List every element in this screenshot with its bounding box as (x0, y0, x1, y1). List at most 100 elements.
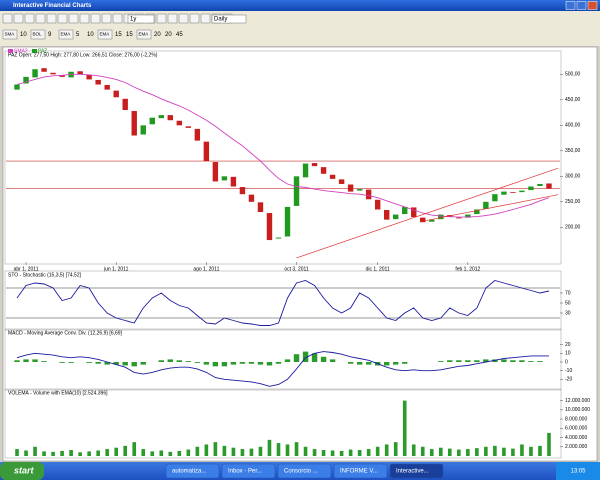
tool-button[interactable] (112, 13, 123, 24)
tool-button[interactable] (200, 13, 211, 24)
volume-bar (276, 443, 281, 456)
tray (556, 462, 600, 480)
volume-bar (321, 450, 326, 456)
maximize[interactable] (576, 1, 587, 10)
tool-button[interactable] (178, 13, 189, 24)
volume-bar (195, 446, 200, 456)
histogram-bar (230, 362, 237, 365)
y-tick-label: 8.000.000 (565, 416, 587, 422)
y-tick-label: 250,00 (565, 199, 581, 205)
tool-button[interactable] (2, 13, 13, 24)
candle (374, 199, 381, 210)
y-tick-label: 350,00 (565, 148, 581, 154)
y-tick-label: 200,00 (565, 225, 581, 231)
volume-bar (348, 449, 353, 456)
volume-bar (429, 449, 434, 456)
histogram-bar (68, 362, 74, 363)
y-tick-label: 12.000.000 (565, 398, 590, 404)
tool-button[interactable] (167, 13, 178, 24)
candle (411, 207, 417, 218)
panel-title: PAZ Open: 277,50 High: 277,80 Low: 266,5… (8, 52, 158, 58)
volume-bar (15, 449, 19, 456)
histogram-bar (266, 362, 273, 366)
candle (230, 176, 237, 187)
histogram-bar (456, 360, 462, 362)
indicator-button[interactable] (30, 29, 46, 40)
tool-button[interactable] (68, 13, 79, 24)
period-select[interactable] (127, 14, 155, 24)
panel-title: VOLEMA - Volume with EMA(10) [2.524.396] (8, 390, 108, 396)
indicator-label: 9 (48, 32, 52, 38)
y-tick-label: 450,00 (565, 97, 581, 103)
histogram-bar (320, 356, 327, 362)
histogram-bar (131, 362, 137, 367)
minimize[interactable] (565, 1, 576, 10)
volume-bar (258, 446, 263, 456)
indicator-button[interactable] (58, 29, 74, 40)
task-item[interactable] (277, 463, 332, 479)
task-item[interactable] (165, 463, 220, 479)
close[interactable] (587, 1, 598, 10)
histogram-bar (167, 359, 173, 362)
task-label: Inbox - Per... (228, 469, 262, 475)
volume-bar (285, 444, 290, 456)
candle (293, 176, 300, 206)
volume-bar (213, 442, 218, 456)
volume-bar (105, 449, 109, 456)
tool-button[interactable] (101, 13, 112, 24)
candle (338, 179, 345, 184)
y-tick-label: 500,00 (565, 72, 581, 78)
histogram-bar (122, 362, 128, 366)
indicator-label: EMA (100, 32, 110, 37)
indicator-button[interactable] (97, 29, 113, 40)
task-item[interactable] (221, 463, 276, 479)
tool-button[interactable] (13, 13, 24, 24)
volume-bar (339, 450, 344, 456)
task-item[interactable] (333, 463, 388, 479)
candle (465, 214, 471, 218)
tool-button[interactable] (35, 13, 46, 24)
tool-button[interactable] (46, 13, 57, 24)
legend-swatch (8, 49, 13, 53)
histogram-bar (510, 360, 516, 362)
volume-bar (159, 450, 164, 456)
tool-button[interactable] (156, 13, 167, 24)
tool-button[interactable] (57, 13, 68, 24)
y-tick-label: -10 (565, 368, 572, 374)
x-tick-label: dic 1, 2011 (366, 266, 390, 272)
indicator-button[interactable] (2, 29, 18, 40)
y-tick-label: 20 (565, 342, 571, 348)
task-item[interactable] (389, 463, 444, 479)
indicator-label: 45 (176, 32, 183, 38)
legend-label: PAZ (38, 48, 47, 54)
indicator-button[interactable] (136, 29, 152, 40)
candle (383, 209, 390, 220)
y-tick-label: 300,00 (565, 174, 581, 180)
window-title: Interactive Financial Charts (13, 3, 92, 9)
tool-button[interactable] (189, 13, 200, 24)
volume-bar (132, 442, 137, 456)
tool-button[interactable] (24, 13, 35, 24)
plot (15, 400, 551, 456)
x-tick-label: ago 1, 2011 (193, 266, 219, 272)
histogram-bar (32, 359, 38, 362)
volume-bar (438, 447, 443, 456)
panel-frame (4, 270, 562, 331)
interval-select[interactable] (211, 14, 247, 24)
histogram-bar (402, 362, 408, 364)
candle (185, 126, 192, 128)
tool-button[interactable] (90, 13, 101, 24)
series-line (16, 73, 550, 218)
plot (6, 280, 560, 326)
volume-bar (177, 450, 182, 456)
volume-bar (312, 449, 317, 456)
candle (32, 69, 38, 78)
volume-bar (141, 449, 146, 456)
volume-bar (231, 447, 236, 456)
volume-bar (393, 442, 398, 456)
start-button[interactable] (0, 462, 44, 480)
candle (14, 84, 20, 90)
tool-button[interactable] (79, 13, 90, 24)
clock: 13:05 (570, 469, 586, 475)
volume-bar (457, 449, 461, 456)
